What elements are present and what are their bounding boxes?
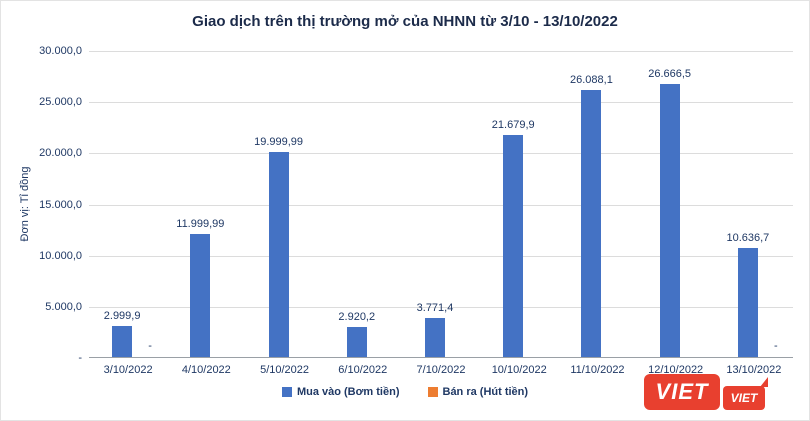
- bar-value-label: 11.999,99: [176, 218, 225, 230]
- bar-mua-vao: [268, 152, 289, 357]
- y-axis-tick-label: 5.000,0: [45, 300, 82, 313]
- viettimes-logo-secondary: VIET: [723, 377, 768, 410]
- gridline: [89, 102, 793, 104]
- y-axis-tick-label: 20.000,0: [39, 147, 82, 160]
- y-axis-tick-label: 15.000,0: [39, 198, 82, 211]
- gridline: [89, 153, 793, 155]
- ban-ra-zero-label: -: [774, 340, 778, 352]
- plot-area: 30.000,0 25.000,0 20.000,0 15.000,0 10.000,0…: [39, 45, 793, 376]
- legend: Mua vào (Bơm tiền) Bán ra (Hút tiền): [1, 386, 809, 398]
- bar-mua-vao: [659, 84, 680, 357]
- gridline: [89, 204, 793, 206]
- ban-ra-zero-label: -: [148, 340, 152, 352]
- x-axis-category-label: 7/10/2022: [416, 364, 466, 376]
- bar-value-label: 26.666,5: [648, 68, 692, 80]
- x-axis-category-label: 3/10/2022: [103, 364, 153, 376]
- y-axis-tick-label: -: [78, 352, 82, 364]
- x-axis-category-label: 10/10/2022: [491, 364, 547, 376]
- legend-label: Bán ra (Hút tiền): [442, 386, 529, 398]
- legend-item: Mua vào (Bơm tiền): [281, 386, 400, 398]
- bar-value-label: 2.999,9: [103, 310, 141, 322]
- bar-value-label: 26.088,1: [570, 74, 613, 86]
- bar-mua-vao: [425, 318, 445, 357]
- gridline: [89, 255, 793, 257]
- gridline: [89, 51, 793, 52]
- bar-value-label: 3.771,4: [416, 302, 454, 314]
- gridline: [89, 306, 793, 308]
- bar-value-label: 10.636,7: [726, 232, 770, 244]
- viettimes-logo-primary: VIET: [644, 374, 720, 410]
- bar-mua-vao: [346, 327, 367, 357]
- bar-value-label: 19.999,99: [254, 136, 304, 148]
- viettimes-logo-secondary-text: VIET: [730, 391, 758, 405]
- bar-mua-vao: [112, 326, 133, 357]
- y-axis-tick-label: 25.000,0: [39, 96, 82, 109]
- bar-mua-vao: [581, 90, 602, 357]
- bar-mua-vao: [190, 234, 211, 357]
- x-axis-category-label: 13/10/2022: [726, 364, 782, 376]
- y-axis-tick-label: 30.000,0: [39, 45, 82, 57]
- y-axis-unit-label: Đơn vị: Tỉ đồng: [19, 166, 31, 242]
- legend-swatch-icon: [427, 387, 438, 397]
- bar-value-label: 21.679,9: [491, 119, 535, 131]
- bar-mua-vao: [503, 135, 524, 357]
- bar-value-label: 2.920,2: [338, 311, 376, 323]
- bar-mua-vao: [737, 248, 758, 357]
- x-axis-category-label: 11/10/2022: [570, 364, 625, 376]
- legend-swatch-icon: [281, 387, 292, 397]
- viettimes-logo-flag-icon: [760, 377, 768, 387]
- x-axis-category-label: 4/10/2022: [181, 364, 231, 376]
- legend-item: Bán ra (Hút tiền): [427, 386, 529, 398]
- x-axis-category-label: 6/10/2022: [338, 364, 388, 376]
- chart-title: Giao dịch trên thị trường mở của NHNN từ…: [192, 13, 618, 30]
- legend-label: Mua vào (Bơm tiền): [296, 386, 400, 398]
- x-axis-category-label: 12/10/2022: [648, 364, 704, 376]
- x-axis-category-label: 5/10/2022: [260, 364, 310, 376]
- y-axis-tick-label: 10.000,0: [39, 249, 82, 262]
- viettimes-logo: VIET VIET: [644, 374, 768, 410]
